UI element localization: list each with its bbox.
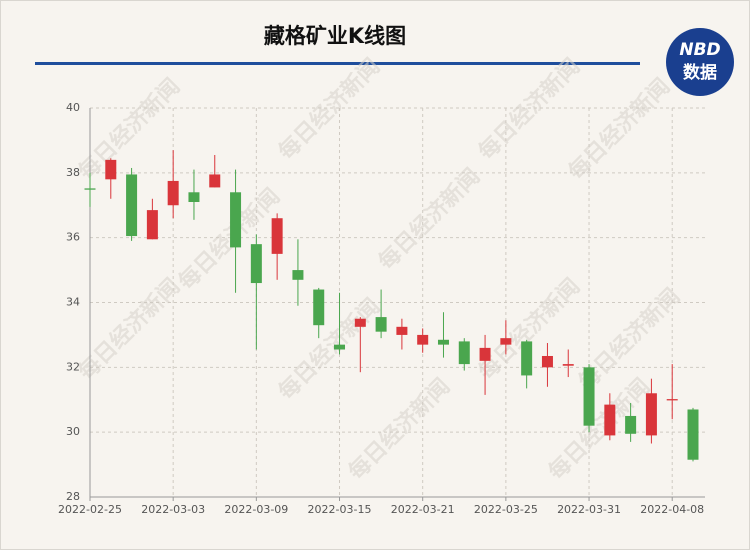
candle-body <box>562 364 574 366</box>
candle-body <box>126 174 138 237</box>
x-tick-label: 2022-03-31 <box>557 503 621 516</box>
candle-body <box>313 289 325 326</box>
candle-body <box>230 192 242 248</box>
plot: 28 30 32 34 36 38 40 2022-02-25 2022-03-03 2022-0… <box>58 101 705 516</box>
candle-body <box>541 355 553 368</box>
x-tick-label: 2022-03-15 <box>308 503 372 516</box>
y-tick-label: 38 <box>66 166 80 179</box>
x-tick-label: 2022-04-08 <box>640 503 704 516</box>
candle-body <box>645 393 657 436</box>
candle-body <box>687 409 699 460</box>
x-tick-label: 2022-03-03 <box>141 503 205 516</box>
title-rule <box>35 62 640 65</box>
candle-body <box>437 339 449 345</box>
y-tick-label: 30 <box>66 425 80 438</box>
candle-body <box>375 317 387 332</box>
chart-title: 藏格矿业K线图 <box>264 24 406 48</box>
logo-text: NBD <box>679 40 720 60</box>
candle-body <box>334 344 346 350</box>
candle-body <box>105 159 117 180</box>
candle-body <box>604 404 616 436</box>
candle-body <box>292 270 304 280</box>
candle-body <box>500 338 512 345</box>
candle-body <box>250 244 262 284</box>
logo-text: 数据 <box>683 62 717 83</box>
candle-body <box>396 326 408 335</box>
candle-body <box>146 210 158 240</box>
x-tick-label: 2022-03-25 <box>474 503 538 516</box>
candle-body <box>583 367 595 426</box>
candle-body <box>458 341 470 365</box>
candle-body <box>479 347 491 361</box>
candle-body <box>521 341 533 376</box>
candle-body <box>625 415 637 434</box>
candle-body <box>417 334 429 345</box>
candle-body <box>188 192 200 203</box>
y-tick-label: 36 <box>66 231 80 244</box>
candle-body <box>167 180 179 206</box>
candle-body <box>666 399 678 401</box>
candle-body <box>271 218 283 254</box>
x-tick-label: 2022-03-21 <box>391 503 455 516</box>
x-tick-label: 2022-02-25 <box>58 503 122 516</box>
y-tick-label: 28 <box>66 490 80 503</box>
candle-body <box>209 174 221 188</box>
x-tick-label: 2022-03-09 <box>224 503 288 516</box>
logo <box>666 28 734 96</box>
candle-body <box>84 188 96 190</box>
y-tick-label: 32 <box>66 360 80 373</box>
y-tick-label: 40 <box>66 101 80 114</box>
candle-body <box>354 318 366 327</box>
y-tick-label: 34 <box>66 296 80 309</box>
